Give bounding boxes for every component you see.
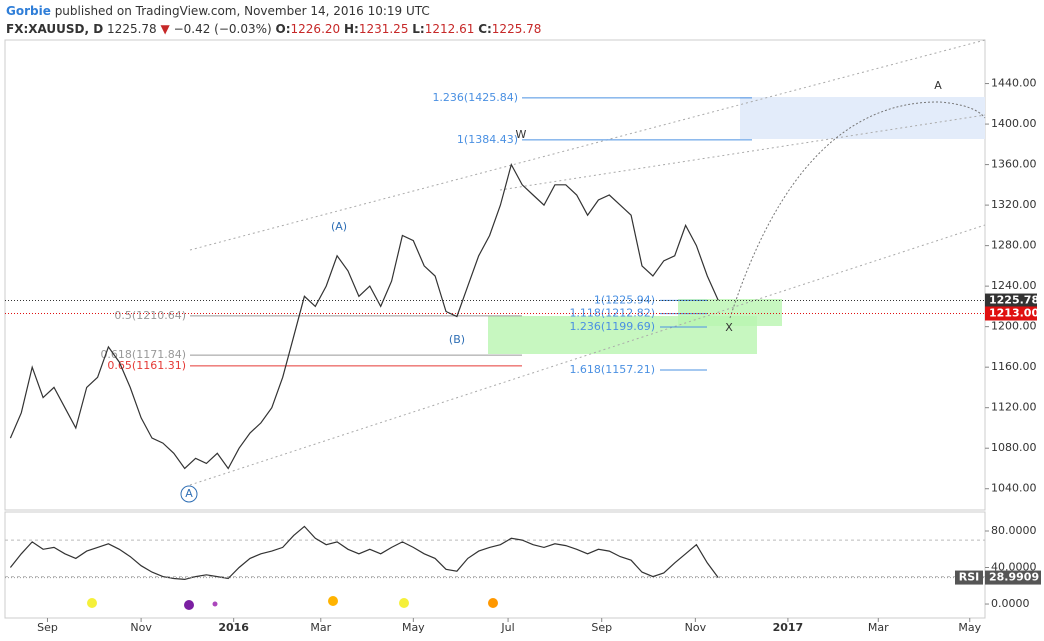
x-tick-label: Sep (37, 621, 58, 634)
rsi-pane (4, 511, 986, 619)
fib-label: 1(1225.94) (594, 293, 655, 306)
x-tick-label: Nov (130, 621, 152, 634)
x-tick-label: Mar (310, 621, 331, 634)
x-tick-label: Nov (685, 621, 707, 634)
y-tick-label: 1080.00 (991, 441, 1037, 454)
y-tick-label: 1400.00 (991, 117, 1037, 130)
target-zone (740, 97, 985, 139)
y-tick-label: 0.0000 (991, 597, 1030, 610)
wave-label: (A) (331, 220, 347, 233)
rsi-name: RSI (959, 571, 980, 584)
wave-circle (180, 485, 198, 503)
x-tick-label: May (402, 621, 425, 634)
y-tick-label: 1440.00 (991, 77, 1037, 90)
price-label: 1225.78 (989, 294, 1039, 307)
x-tick-label: Jul (500, 621, 514, 634)
y-tick-label: 1120.00 (991, 401, 1037, 414)
y-tick-label: 1280.00 (991, 239, 1037, 252)
fib-label: 0.65(1161.31) (107, 359, 186, 372)
y-tick-label: 80.0000 (991, 524, 1037, 537)
wave-label: (B) (449, 333, 465, 346)
y-tick-label: 1360.00 (991, 158, 1037, 171)
y-tick-label: 1040.00 (991, 482, 1037, 495)
high: 1231.25 (358, 22, 409, 36)
y-tick-label: 1240.00 (991, 279, 1037, 292)
x-tick-label: 2016 (218, 621, 249, 634)
channel-line (189, 39, 986, 251)
support-zone (678, 299, 782, 326)
wave-label: X (725, 321, 733, 334)
y-tick-label: 1320.00 (991, 198, 1037, 211)
y-tick-label: 40.0000 (991, 561, 1037, 574)
wave-label: A (185, 487, 193, 500)
y-tick-label: 1200.00 (991, 320, 1037, 333)
channel-line (499, 114, 986, 191)
fib-label: 1.236(1425.84) (432, 91, 518, 104)
h-label: H: (343, 22, 359, 36)
wave-label: W (516, 128, 527, 141)
x-tick-label: May (958, 621, 981, 634)
open: 1226.20 (290, 22, 341, 36)
rsi-name-box (955, 570, 983, 585)
change: −0.42 (−0.03%) (173, 22, 272, 36)
price-label: 1213.00 (989, 306, 1039, 319)
close: 1225.78 (491, 22, 542, 36)
projection (729, 101, 986, 319)
series-line (9, 525, 719, 581)
rsi-value-box (985, 570, 1041, 585)
series-line (9, 162, 719, 470)
symbol: FX:XAUUSD, D (6, 22, 104, 36)
x-tick-label: Mar (868, 621, 889, 634)
low: 1212.61 (424, 22, 475, 36)
price-box (985, 306, 1037, 321)
o-label: O: (275, 22, 291, 36)
fib-label: 0.618(1171.84) (100, 348, 186, 361)
price-pane (4, 39, 986, 511)
fib-label: 1.118(1212.82) (569, 307, 655, 320)
x-tick-label: 2017 (773, 621, 804, 634)
c-label: C: (478, 22, 492, 36)
indicator-dots (87, 596, 498, 610)
rsi-value: 28.9909 (989, 571, 1039, 584)
y-tick-label: 1160.00 (991, 360, 1037, 373)
fib-label: 1.618(1157.21) (569, 363, 655, 376)
fib-label: 1(1384.43) (457, 133, 518, 146)
author[interactable]: Gorbie (6, 4, 51, 18)
header: Gorbie published on TradingView.com, Nov… (6, 4, 542, 36)
price-box (985, 293, 1037, 308)
published: published on TradingView.com, November 1… (54, 4, 430, 18)
wave-label: A (934, 79, 942, 92)
last: 1225.78 (107, 22, 157, 36)
fib-label: 1.236(1199.69) (569, 320, 655, 333)
x-tick-label: Sep (591, 621, 612, 634)
fib-label: 0.5(1210.64) (114, 309, 186, 322)
l-label: L: (412, 22, 425, 36)
